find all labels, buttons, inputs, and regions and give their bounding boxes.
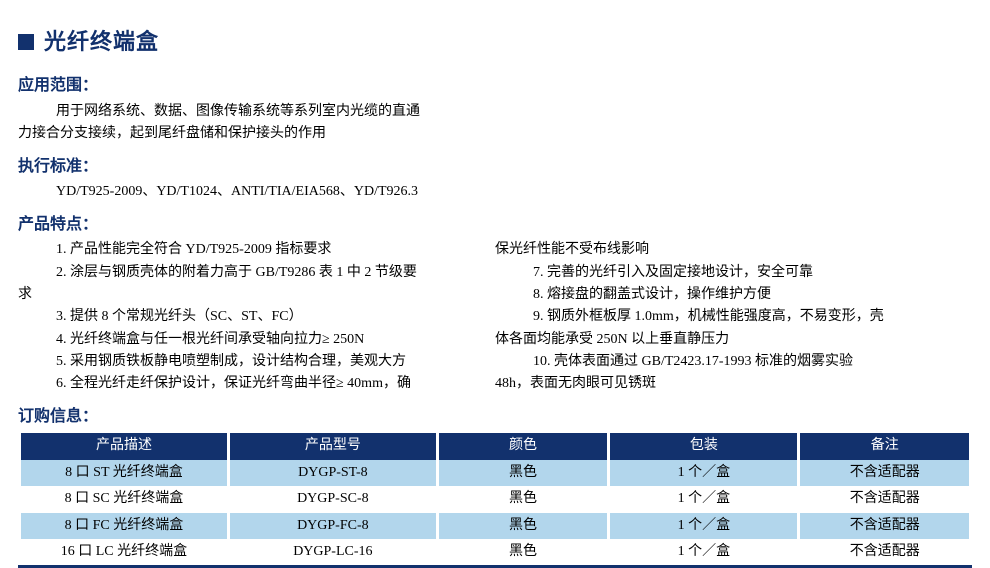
feat-r5: 10. 壳体表面通过 GB/T2423.17-1993 标准的烟雾实验: [495, 351, 964, 373]
cell: 1 个／盒: [610, 539, 797, 565]
cell: 8 口 FC 光纤终端盒: [21, 513, 227, 539]
feat-r3: 9. 钢质外框板厚 1.0mm，机械性能强度高，不易变形，壳: [495, 306, 964, 328]
standards-text: YD/T925-2009、YD/T1024、ANTI/TIA/EIA568、YD…: [18, 181, 972, 203]
features-right-col: 保光纤性能不受布线影响 7. 完善的光纤引入及固定接地设计，安全可靠 8. 熔接…: [495, 239, 972, 396]
cell: DYGP-ST-8: [230, 460, 436, 486]
table-row: 8 口 SC 光纤终端盒 DYGP-SC-8 黑色 1 个／盒 不含适配器: [21, 486, 969, 512]
cell: 黑色: [439, 460, 607, 486]
feat-r0: 保光纤性能不受布线影响: [495, 239, 964, 261]
cell: 不含适配器: [800, 539, 969, 565]
cell: 黑色: [439, 513, 607, 539]
feat-r1: 7. 完善的光纤引入及固定接地设计，安全可靠: [495, 262, 964, 284]
feat-l4: 4. 光纤终端盒与任一根光纤间承受轴向拉力≥ 250N: [18, 329, 487, 351]
scope-line2: 力接合分支接续，起到尾纤盘储和保护接头的作用: [18, 123, 972, 145]
title-row: 光纤终端盒: [18, 24, 972, 59]
order-table-wrap: 产品描述 产品型号 颜色 包装 备注 8 口 ST 光纤终端盒 DYGP-ST-…: [18, 433, 972, 568]
title-square-icon: [18, 34, 34, 50]
features-heading: 产品特点：: [18, 212, 972, 238]
feat-l2: 求: [18, 284, 487, 306]
feat-r4: 体各面均能承受 250N 以上垂直静压力: [495, 329, 964, 351]
cell: 8 口 SC 光纤终端盒: [21, 486, 227, 512]
feat-l6: 6. 全程光纤走纤保护设计，保证光纤弯曲半径≥ 40mm，确: [18, 373, 487, 395]
features-left-col: 1. 产品性能完全符合 YD/T925-2009 指标要求 2. 涂层与钢质壳体…: [18, 239, 495, 396]
th-pack: 包装: [610, 433, 797, 459]
cell: 不含适配器: [800, 513, 969, 539]
cell: DYGP-LC-16: [230, 539, 436, 565]
feat-l3: 3. 提供 8 个常规光纤头（SC、ST、FC）: [18, 306, 487, 328]
th-desc: 产品描述: [21, 433, 227, 459]
table-header-row: 产品描述 产品型号 颜色 包装 备注: [21, 433, 969, 459]
cell: 16 口 LC 光纤终端盒: [21, 539, 227, 565]
features-columns: 1. 产品性能完全符合 YD/T925-2009 指标要求 2. 涂层与钢质壳体…: [18, 239, 972, 396]
cell: 1 个／盒: [610, 513, 797, 539]
cell: 黑色: [439, 539, 607, 565]
cell: DYGP-SC-8: [230, 486, 436, 512]
scope-line1: 用于网络系统、数据、图像传输系统等系列室内光缆的直通: [18, 101, 972, 123]
cell: DYGP-FC-8: [230, 513, 436, 539]
th-model: 产品型号: [230, 433, 436, 459]
th-color: 颜色: [439, 433, 607, 459]
table-row: 16 口 LC 光纤终端盒 DYGP-LC-16 黑色 1 个／盒 不含适配器: [21, 539, 969, 565]
order-heading: 订购信息：: [18, 404, 972, 430]
scope-body: 用于网络系统、数据、图像传输系统等系列室内光缆的直通 力接合分支接续，起到尾纤盘…: [18, 101, 972, 146]
feat-l1: 2. 涂层与钢质壳体的附着力高于 GB/T9286 表 1 中 2 节级要: [18, 262, 487, 284]
main-title: 光纤终端盒: [44, 24, 159, 59]
cell: 不含适配器: [800, 460, 969, 486]
standards-heading: 执行标准：: [18, 154, 972, 180]
cell: 8 口 ST 光纤终端盒: [21, 460, 227, 486]
order-table: 产品描述 产品型号 颜色 包装 备注 8 口 ST 光纤终端盒 DYGP-ST-…: [18, 433, 972, 565]
feat-r2: 8. 熔接盘的翻盖式设计，操作维护方便: [495, 284, 964, 306]
cell: 1 个／盒: [610, 460, 797, 486]
cell: 黑色: [439, 486, 607, 512]
feat-l5: 5. 采用钢质铁板静电喷塑制成，设计结构合理，美观大方: [18, 351, 487, 373]
feat-l0: 1. 产品性能完全符合 YD/T925-2009 指标要求: [18, 239, 487, 261]
table-row: 8 口 ST 光纤终端盒 DYGP-ST-8 黑色 1 个／盒 不含适配器: [21, 460, 969, 486]
cell: 1 个／盒: [610, 486, 797, 512]
feat-r6: 48h，表面无肉眼可见锈斑: [495, 373, 964, 395]
table-row: 8 口 FC 光纤终端盒 DYGP-FC-8 黑色 1 个／盒 不含适配器: [21, 513, 969, 539]
th-note: 备注: [800, 433, 969, 459]
scope-heading: 应用范围：: [18, 73, 972, 99]
cell: 不含适配器: [800, 486, 969, 512]
